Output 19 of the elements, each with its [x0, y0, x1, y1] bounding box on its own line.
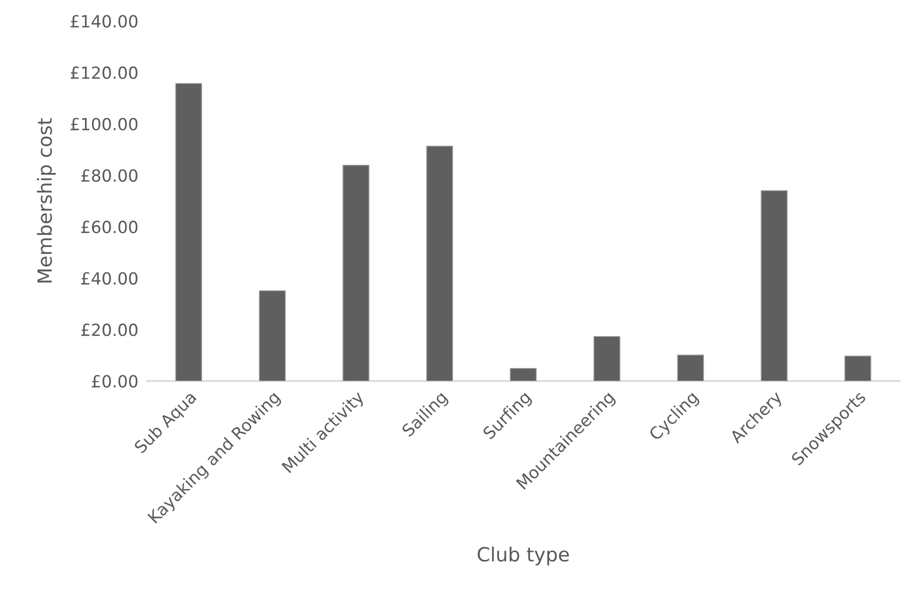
y-tick-label: £0.00 — [92, 374, 138, 388]
y-tick-label: £60.00 — [81, 220, 138, 234]
y-tick-label: £140.00 — [70, 14, 138, 28]
bar — [426, 146, 454, 381]
bar — [258, 290, 286, 381]
y-tick-label: £80.00 — [81, 169, 138, 182]
y-axis-title: Membership cost — [36, 118, 56, 282]
bar — [342, 164, 370, 381]
y-tick-label: £40.00 — [81, 272, 138, 285]
x-axis-title: Club type — [478, 546, 569, 566]
bar — [844, 356, 872, 381]
bar — [175, 83, 202, 381]
y-tick-label: £20.00 — [81, 324, 138, 336]
bar — [760, 190, 788, 381]
bar — [677, 354, 704, 381]
bar — [594, 336, 620, 381]
bar — [510, 368, 537, 381]
y-tick-label: £120.00 — [70, 66, 138, 79]
y-tick-label: £100.00 — [70, 118, 138, 130]
